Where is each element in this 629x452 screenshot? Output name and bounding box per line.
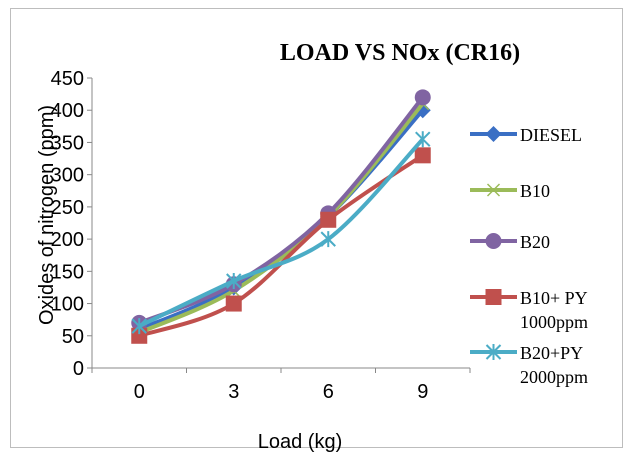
y-tick-label: 100 bbox=[51, 294, 84, 316]
x-axis-label: Load (kg) bbox=[258, 431, 343, 452]
data-point bbox=[414, 147, 431, 164]
legend-marker bbox=[485, 289, 502, 305]
y-axis-label: Oxides of nitrogen (ppm) bbox=[36, 105, 58, 325]
y-tick-label: 450 bbox=[51, 68, 84, 90]
y-tick-label: 250 bbox=[51, 197, 84, 219]
series-2 bbox=[131, 89, 431, 331]
series-layer bbox=[131, 89, 431, 344]
marker-shape bbox=[414, 89, 431, 106]
legend-item-3: B10+ PY 1000ppm bbox=[470, 288, 588, 332]
series-line bbox=[138, 137, 425, 328]
series-line bbox=[138, 108, 425, 332]
series-line bbox=[138, 102, 425, 335]
legend-marker bbox=[485, 233, 502, 249]
legend-marker bbox=[486, 183, 501, 197]
y-tick-label: 200 bbox=[51, 229, 84, 251]
legend-marker bbox=[485, 126, 502, 142]
legend-item-4: B20+PY 2000ppm bbox=[470, 343, 588, 387]
x-tick-label: 6 bbox=[323, 381, 334, 403]
y-tick-label: 350 bbox=[51, 132, 84, 154]
chart-frame bbox=[10, 8, 623, 448]
x-tick-label: 3 bbox=[228, 381, 239, 403]
series-0 bbox=[131, 102, 431, 338]
legend: DIESEL B10 B20 B10+ PY 1000ppm B20+PY 2000ppm bbox=[470, 125, 588, 387]
y-tick-label: 50 bbox=[62, 326, 84, 348]
x-tick-label: 0 bbox=[134, 381, 145, 403]
y-tick-label: 300 bbox=[51, 165, 84, 187]
legend-label: DIESEL bbox=[520, 125, 582, 145]
legend-label: B20 bbox=[520, 232, 550, 252]
series-line bbox=[138, 96, 425, 325]
y-tick-label: 400 bbox=[51, 100, 84, 122]
legend-item-1: B10 bbox=[470, 181, 550, 201]
legend-label: B10+ PY bbox=[520, 288, 588, 308]
marker-stroke bbox=[486, 183, 501, 197]
legend-label: B20+PY bbox=[520, 343, 583, 363]
legend-item-2: B20 bbox=[470, 232, 550, 252]
x-tick-label: 9 bbox=[417, 381, 428, 403]
data-point bbox=[414, 89, 431, 106]
data-point bbox=[131, 318, 147, 335]
y-tick-label: 0 bbox=[73, 358, 84, 380]
marker-shape bbox=[131, 327, 148, 344]
chart-title: LOAD VS NOx (CR16) bbox=[280, 40, 520, 66]
legend-marker bbox=[485, 344, 502, 360]
legend-label: B10 bbox=[520, 181, 550, 201]
data-point bbox=[226, 273, 242, 289]
axes: 0 50 100 150 200 250 300 350 400 450 0 3 6 9 bbox=[51, 68, 471, 403]
series-1 bbox=[132, 97, 430, 340]
data-point bbox=[320, 211, 337, 228]
data-point bbox=[320, 231, 336, 248]
marker-shape bbox=[485, 233, 502, 249]
data-point bbox=[415, 131, 431, 148]
series-4 bbox=[131, 131, 431, 335]
marker-shape bbox=[225, 295, 242, 312]
legend-label: 2000ppm bbox=[520, 367, 588, 387]
y-tick-label: 150 bbox=[51, 261, 84, 283]
marker-shape bbox=[414, 147, 431, 164]
marker-shape bbox=[320, 211, 337, 228]
legend-item-0: DIESEL bbox=[470, 125, 582, 145]
marker-shape bbox=[485, 289, 502, 305]
marker-shape bbox=[485, 126, 502, 142]
data-point bbox=[131, 327, 148, 344]
legend-label: 1000ppm bbox=[520, 312, 588, 332]
data-point bbox=[225, 295, 242, 312]
